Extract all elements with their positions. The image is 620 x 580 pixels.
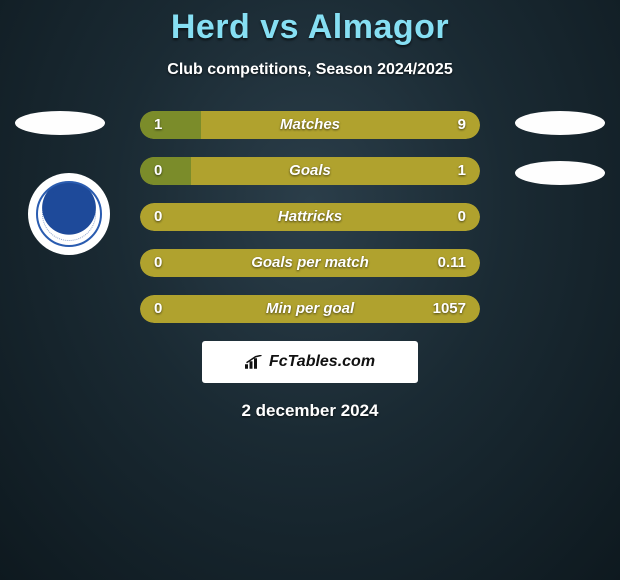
- stat-right-value: 0.11: [438, 249, 466, 277]
- shield-icon: [36, 181, 102, 247]
- stat-label: Matches: [140, 111, 480, 139]
- stat-right-value: 9: [458, 111, 466, 139]
- player2-badge-bottom: [515, 161, 605, 185]
- stat-row: 0Goals per match0.11: [140, 249, 480, 277]
- subtitle: Club competitions, Season 2024/2025: [0, 61, 620, 79]
- player2-badge-top: [515, 111, 605, 135]
- stat-right-value: 1: [458, 157, 466, 185]
- stat-label: Goals per match: [140, 249, 480, 277]
- player1-club-logo: [28, 173, 110, 255]
- content-area: 1Matches90Goals10Hattricks00Goals per ma…: [0, 111, 620, 421]
- stat-right-value: 1057: [433, 295, 466, 323]
- stat-row: 0Hattricks0: [140, 203, 480, 231]
- page-title: Herd vs Almagor: [0, 0, 620, 47]
- stat-label: Min per goal: [140, 295, 480, 323]
- player1-badge-top: [15, 111, 105, 135]
- stat-label: Goals: [140, 157, 480, 185]
- chart-icon: [245, 355, 263, 369]
- attribution-text: FcTables.com: [269, 353, 375, 371]
- attribution-box: FcTables.com: [202, 341, 418, 383]
- stat-right-value: 0: [458, 203, 466, 231]
- stat-row: 0Min per goal1057: [140, 295, 480, 323]
- infographic-root: Herd vs Almagor Club competitions, Seaso…: [0, 0, 620, 580]
- stat-row: 0Goals1: [140, 157, 480, 185]
- stat-row: 1Matches9: [140, 111, 480, 139]
- stat-label: Hattricks: [140, 203, 480, 231]
- date-label: 2 december 2024: [0, 401, 620, 421]
- comparison-bars: 1Matches90Goals10Hattricks00Goals per ma…: [140, 111, 480, 323]
